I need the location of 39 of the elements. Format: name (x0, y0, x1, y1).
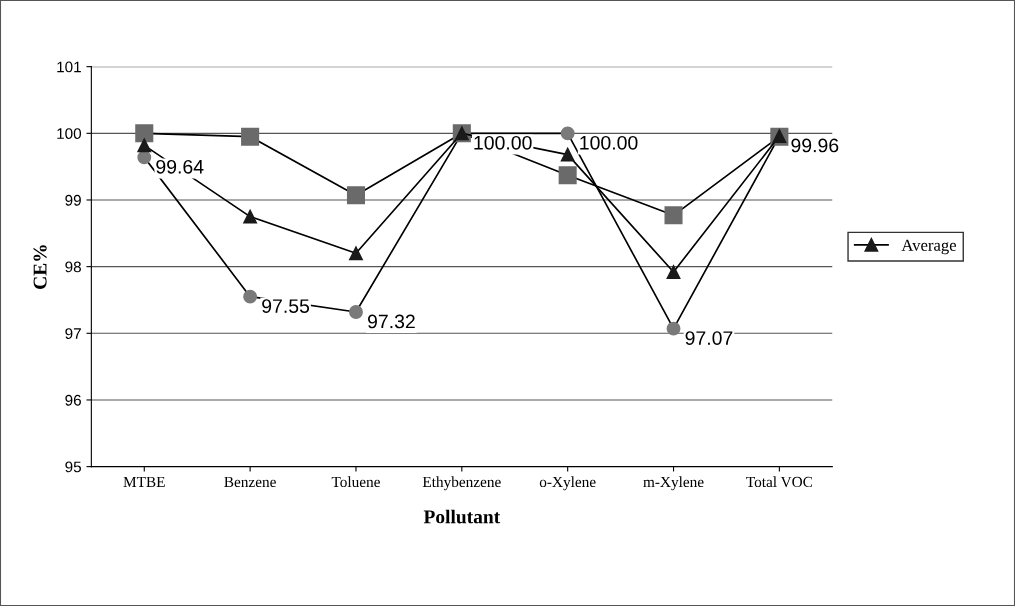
data-label: 100.00 (580, 135, 638, 150)
point (346, 186, 366, 205)
point (664, 206, 683, 225)
point (135, 124, 154, 143)
point (243, 209, 258, 224)
data-label: 100.00 (474, 135, 532, 150)
data-label: 97.32 (368, 314, 415, 329)
data-label: 97.55 (262, 299, 310, 313)
y-tick-label: 98 (65, 261, 81, 273)
point (243, 289, 258, 304)
y-tick-label: 101 (57, 61, 81, 73)
x-tick-label: Ethybenzene (422, 476, 501, 491)
point (558, 166, 577, 185)
x-axis-title: Pollutant (423, 509, 501, 524)
point (241, 127, 260, 146)
x-tick-label: Benzene (224, 476, 276, 488)
data-label: 99.96 (791, 138, 839, 153)
x-tick-label: m-Xylene (643, 476, 704, 491)
point (137, 150, 152, 165)
point (560, 147, 575, 162)
y-tick-label: 95 (65, 461, 81, 473)
data-label: 97.07 (685, 331, 733, 345)
x-tick-label: Total VOC (746, 476, 813, 488)
x-tick-label: MTBE (123, 476, 165, 487)
point (560, 126, 575, 141)
y-tick-label: 99 (65, 194, 81, 206)
point (137, 138, 152, 153)
legend-label: Average (901, 239, 957, 255)
data-label: 99.64 (156, 159, 204, 174)
x-tick-label: o-Xylene (539, 476, 596, 491)
point (666, 265, 681, 279)
y-tick-label: 100 (57, 128, 82, 140)
y-tick-label: 96 (65, 394, 81, 406)
point (349, 305, 363, 319)
point (349, 246, 363, 261)
y-tick-label: 97 (65, 328, 81, 339)
y-axis-title: CE% (33, 245, 47, 289)
point (666, 321, 681, 336)
x-tick-label: Toluene (331, 476, 380, 488)
